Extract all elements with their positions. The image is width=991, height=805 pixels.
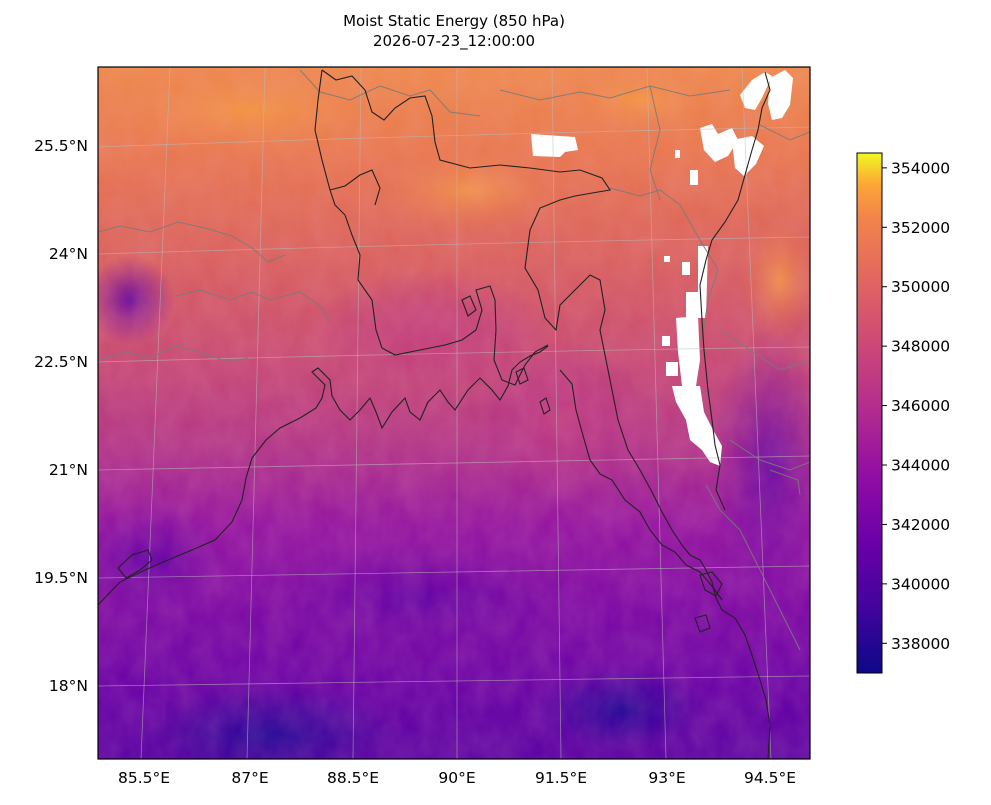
colorbar: 354000 352000 350000 348000 346000 344000 3420…	[856, 152, 950, 674]
colorbar-tick-label: 346000	[891, 397, 950, 415]
colorbar-tick-label: 344000	[891, 457, 950, 475]
lon-label-90: 90°E	[438, 769, 475, 787]
lat-label-18: 18°N	[49, 677, 88, 695]
admin-borders	[98, 69, 810, 651]
colorbar-tick-label: 350000	[891, 278, 950, 296]
colorbar-tick-label: 352000	[891, 219, 950, 237]
map-title: Moist Static Energy (850 hPa)	[343, 12, 565, 30]
lon-label-85-5: 85.5°E	[118, 769, 170, 787]
lat-label-22-5: 22.5°N	[34, 353, 88, 371]
colorbar-tick-label: 348000	[891, 338, 950, 356]
lon-label-88-5: 88.5°E	[327, 769, 379, 787]
lon-label-91-5: 91.5°E	[535, 769, 587, 787]
coastline-bangladesh	[98, 69, 771, 759]
missing-data-mask	[531, 70, 793, 466]
colorbar-gradient	[856, 152, 883, 674]
colorbar-ticks: 354000 352000 350000 348000 346000 344000 3420…	[882, 159, 950, 653]
lat-label-25-5: 25.5°N	[34, 137, 88, 155]
lat-label-21: 21°N	[49, 461, 88, 479]
lon-label-93: 93°E	[648, 769, 685, 787]
colorbar-tick-label: 340000	[891, 575, 950, 593]
map-frame	[97, 66, 811, 760]
lon-label-87: 87°E	[231, 769, 268, 787]
lat-label-19-5: 19.5°N	[34, 569, 88, 587]
rivers-india-northeast	[699, 71, 771, 511]
colorbar-tick-label: 354000	[891, 159, 950, 177]
lat-tick-labels: 25.5°N 24°N 22.5°N 21°N 19.5°N 18°N	[34, 137, 88, 695]
data-field	[98, 67, 810, 759]
lat-label-24: 24°N	[49, 245, 88, 263]
map-subtitle: 2026-07-23_12:00:00	[372, 32, 536, 50]
lon-tick-labels: 85.5°E 87°E 88.5°E 90°E 91.5°E 93°E 94.5…	[118, 769, 796, 787]
colorbar-tick-label: 338000	[891, 635, 950, 653]
colorbar-tick-label: 342000	[891, 516, 950, 534]
lon-label-94-5: 94.5°E	[744, 769, 796, 787]
